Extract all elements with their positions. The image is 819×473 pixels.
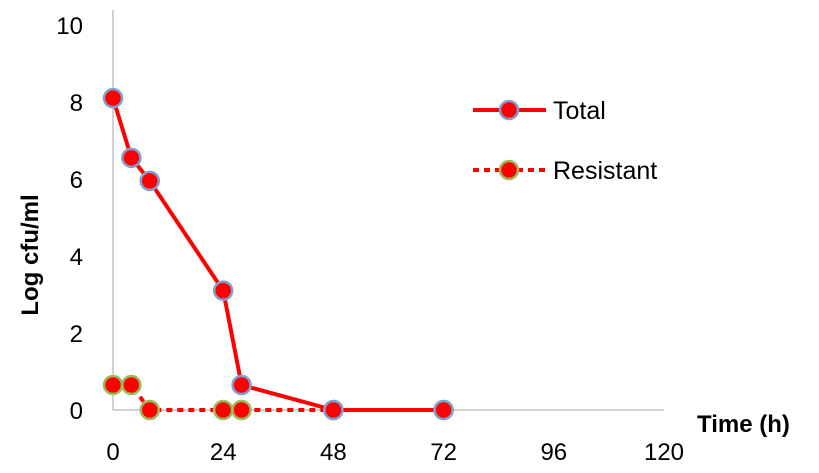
y-tick-label: 2	[70, 321, 83, 348]
y-axis-title: Log cfu/ml	[17, 194, 44, 315]
data-point-total	[212, 280, 234, 301]
series-lines	[111, 97, 444, 412]
series-line-resistant	[113, 383, 444, 412]
data-point-total	[433, 399, 454, 421]
x-tick-label: 96	[540, 439, 567, 466]
y-tick-label: 6	[70, 167, 83, 194]
y-tick-labels: 0 2 4 6 8 10	[56, 13, 83, 425]
legend-marker-total	[498, 99, 520, 121]
x-tick-label: 120	[644, 439, 684, 466]
data-point-resistant	[231, 399, 252, 421]
data-point-total	[231, 374, 252, 396]
x-tick-label: 48	[320, 439, 347, 466]
data-point-resistant	[139, 399, 160, 421]
data-point-resistant	[121, 374, 142, 396]
x-tick-label: 24	[210, 439, 237, 466]
data-point-total	[102, 87, 124, 109]
y-tick-label: 8	[70, 90, 83, 117]
legend-label-total: Total	[553, 97, 606, 125]
legend-marker-resistant	[498, 159, 520, 181]
data-point-total	[121, 147, 142, 169]
legend: Total Resistant	[473, 97, 657, 185]
series-line-total	[111, 97, 444, 412]
y-tick-label: 0	[70, 398, 83, 425]
x-tick-label: 72	[430, 439, 457, 466]
data-point-total	[139, 170, 160, 192]
data-point-resistant	[102, 374, 124, 396]
y-tick-label: 4	[70, 244, 83, 271]
x-tick-label: 0	[106, 439, 119, 466]
data-point-resistant	[212, 399, 234, 421]
data-point-total	[323, 399, 344, 421]
y-tick-label: 10	[56, 13, 83, 40]
x-axis-title: Time (h)	[697, 411, 790, 438]
x-tick-labels: 0 24 48 72 96 120	[106, 439, 684, 466]
series-markers	[102, 87, 454, 421]
legend-label-resistant: Resistant	[553, 157, 657, 185]
